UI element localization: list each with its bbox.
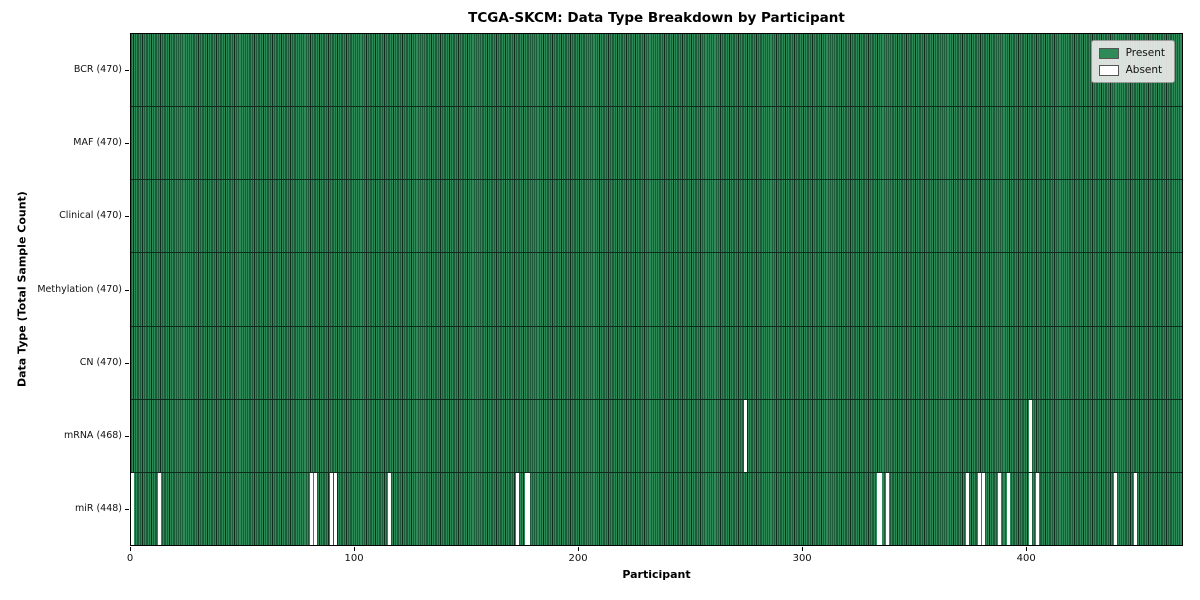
heatmap-rows	[130, 34, 1182, 545]
absent-stripe	[334, 472, 338, 545]
chart-title: TCGA-SKCM: Data Type Breakdown by Partic…	[468, 10, 845, 26]
x-tick-mark	[354, 547, 356, 551]
y-tick-label: mRNA (468)	[63, 430, 122, 442]
y-tick-label: miR (448)	[74, 503, 122, 515]
legend-swatch-icon	[1098, 64, 1119, 76]
absent-stripe	[1029, 399, 1033, 472]
x-tick-label: 100	[344, 553, 364, 564]
y-tick-mark	[125, 142, 129, 144]
absent-stripe	[130, 472, 134, 545]
absent-stripe	[309, 472, 313, 545]
row-mir	[130, 472, 1182, 545]
absent-stripe	[997, 472, 1001, 545]
y-tick-mark	[125, 69, 129, 71]
row-methylation	[131, 253, 1182, 327]
absent-stripe	[876, 472, 880, 545]
row-maf	[131, 107, 1182, 181]
x-tick-mark	[130, 547, 131, 551]
legend: Present Absent	[1090, 40, 1175, 83]
x-tick-mark	[1026, 547, 1028, 551]
y-tick-mark	[125, 216, 129, 218]
legend-label: Absent	[1125, 64, 1163, 76]
row-cn	[131, 326, 1182, 400]
y-tick-label: MAF (470)	[73, 136, 122, 148]
row-clinical	[131, 180, 1182, 254]
legend-label: Present	[1125, 47, 1165, 59]
legend-swatch-icon	[1098, 47, 1119, 59]
y-tick-label: Clinical (470)	[59, 210, 122, 222]
y-tick-mark	[125, 289, 129, 291]
x-tick-mark	[802, 547, 804, 551]
y-tick-label: CN (470)	[79, 356, 122, 368]
absent-stripe	[314, 472, 318, 545]
plot-area: Present Absent	[130, 33, 1183, 546]
absent-stripe	[1035, 472, 1039, 545]
y-tick-label: Methylation (470)	[37, 283, 122, 295]
x-tick-label: 200	[568, 553, 588, 564]
x-axis-title: Participant	[622, 568, 691, 581]
absent-stripe	[966, 472, 970, 545]
y-tick-mark	[125, 509, 129, 511]
absent-stripe	[744, 399, 748, 472]
absent-stripe	[1029, 472, 1033, 545]
legend-item-present: Present	[1098, 47, 1165, 59]
absent-stripe	[1006, 472, 1010, 545]
x-tick-mark	[578, 547, 580, 551]
absent-stripe	[330, 472, 334, 545]
row-bcr	[131, 34, 1182, 108]
row-mrna	[131, 399, 1182, 473]
absent-stripe	[878, 472, 882, 545]
absent-stripe	[157, 472, 161, 545]
absent-stripe	[1114, 472, 1118, 545]
absent-stripe	[885, 472, 889, 545]
x-tick-label: 0	[126, 553, 134, 564]
absent-stripe	[981, 472, 985, 545]
absent-stripe	[524, 472, 528, 545]
y-tick-mark	[125, 436, 129, 438]
legend-item-absent: Absent	[1098, 64, 1165, 76]
absent-stripe	[977, 472, 981, 545]
y-tick-mark	[125, 362, 129, 364]
y-tick-label: BCR (470)	[73, 63, 122, 75]
absent-stripe	[515, 472, 519, 545]
x-tick-label: 400	[1016, 553, 1036, 564]
absent-stripe	[388, 472, 392, 545]
absent-stripe	[527, 472, 531, 545]
x-tick-label: 300	[792, 553, 812, 564]
absent-stripe	[1134, 472, 1138, 545]
